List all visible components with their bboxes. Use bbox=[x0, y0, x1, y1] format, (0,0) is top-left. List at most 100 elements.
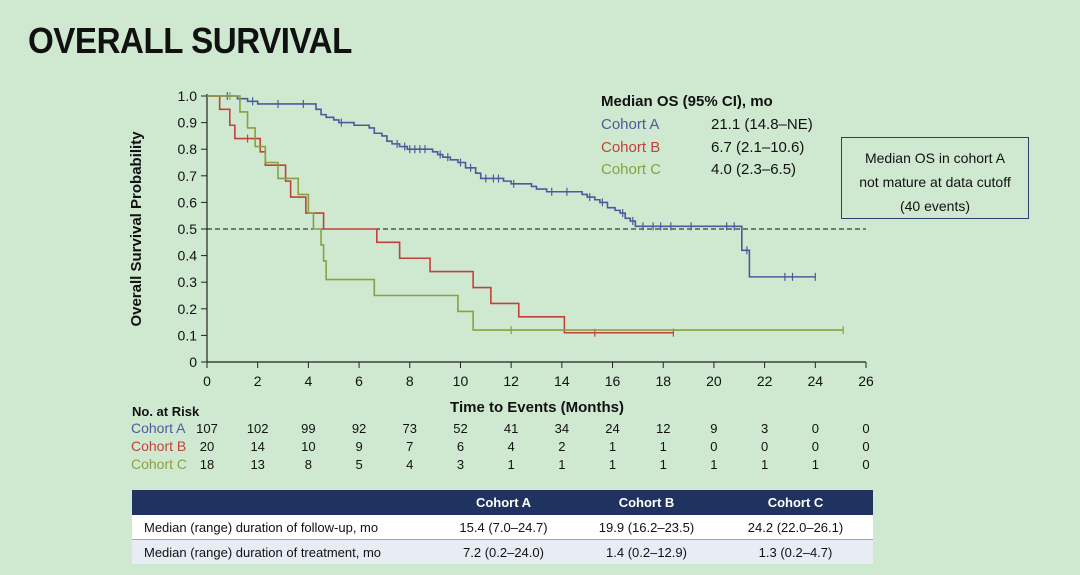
cell-cohort-b: 1.4 (0.2–12.9) bbox=[575, 539, 718, 564]
y-tick-label: 0.6 bbox=[178, 194, 198, 210]
legend-name-cohort-c: Cohort C bbox=[601, 161, 661, 178]
risk-value-cohort-b: 0 bbox=[761, 439, 768, 454]
km-chart: 00.10.20.30.40.50.60.70.80.91.00 2 4 6 8 10 12… bbox=[128, 88, 874, 472]
risk-value-cohort-a: 9 bbox=[710, 421, 717, 436]
risk-value-cohort-c: 1 bbox=[609, 457, 616, 472]
risk-value-cohort-a: 73 bbox=[403, 421, 417, 436]
y-tick-label: 0.1 bbox=[178, 327, 198, 343]
risk-value-cohort-c: 5 bbox=[355, 457, 362, 472]
risk-value-cohort-b: 20 bbox=[200, 439, 214, 454]
risk-value-cohort-b: 0 bbox=[862, 439, 869, 454]
y-tick-label: 0.3 bbox=[178, 274, 198, 290]
legend-title: Median OS (95% CI), mo bbox=[601, 93, 773, 110]
x-tick-label: 2 bbox=[254, 373, 262, 389]
risk-value-cohort-a: 41 bbox=[504, 421, 518, 436]
risk-value-cohort-a: 107 bbox=[196, 421, 218, 436]
row-label: Median (range) duration of treatment, mo bbox=[132, 539, 432, 564]
risk-value-cohort-b: 7 bbox=[406, 439, 413, 454]
legend-name-cohort-b: Cohort B bbox=[601, 139, 660, 156]
x-tick-label: 6 bbox=[355, 373, 363, 389]
risk-value-cohort-b: 0 bbox=[710, 439, 717, 454]
cell-cohort-c: 1.3 (0.2–4.7) bbox=[718, 539, 873, 564]
curve-cohort-a bbox=[207, 95, 816, 278]
risk-value-cohort-a: 52 bbox=[453, 421, 467, 436]
risk-value-cohort-c: 0 bbox=[862, 457, 869, 472]
x-tick-label: 22 bbox=[757, 373, 773, 389]
header-cohort-b: Cohort B bbox=[575, 490, 718, 515]
risk-table-title: No. at Risk bbox=[132, 404, 200, 419]
risk-value-cohort-a: 12 bbox=[656, 421, 670, 436]
legend-name-cohort-a: Cohort A bbox=[601, 116, 659, 133]
risk-value-cohort-a: 0 bbox=[862, 421, 869, 436]
y-tick-label: 0.8 bbox=[178, 141, 198, 157]
x-tick-label: 10 bbox=[453, 373, 469, 389]
risk-value-cohort-b: 14 bbox=[250, 439, 264, 454]
risk-value-cohort-b: 2 bbox=[558, 439, 565, 454]
x-tick-label: 18 bbox=[655, 373, 671, 389]
risk-value-cohort-b: 0 bbox=[812, 439, 819, 454]
risk-label-cohort-c: Cohort C bbox=[131, 456, 187, 472]
header-cohort-c: Cohort C bbox=[718, 490, 873, 515]
risk-value-cohort-a: 92 bbox=[352, 421, 366, 436]
cell-cohort-a: 15.4 (7.0–24.7) bbox=[432, 515, 575, 540]
risk-value-cohort-c: 1 bbox=[508, 457, 515, 472]
cell-cohort-c: 24.2 (22.0–26.1) bbox=[718, 515, 873, 540]
risk-value-cohort-a: 99 bbox=[301, 421, 315, 436]
risk-value-cohort-a: 24 bbox=[605, 421, 619, 436]
x-tick-label: 14 bbox=[554, 373, 570, 389]
y-tick-label: 0 bbox=[189, 354, 197, 370]
risk-value-cohort-c: 1 bbox=[710, 457, 717, 472]
risk-value-cohort-c: 4 bbox=[406, 457, 413, 472]
axis-labels: Overall Survival Probability Time to Eve… bbox=[128, 131, 624, 416]
risk-value-cohort-c: 18 bbox=[200, 457, 214, 472]
y-tick-label: 1.0 bbox=[178, 88, 198, 104]
header-cohort-a: Cohort A bbox=[432, 490, 575, 515]
risk-value-cohort-b: 1 bbox=[660, 439, 667, 454]
risk-value-cohort-c: 8 bbox=[305, 457, 312, 472]
chart-legend: Median OS (95% CI), mo Cohort A 21.1 (14… bbox=[601, 93, 813, 178]
risk-value-cohort-c: 1 bbox=[660, 457, 667, 472]
x-tick-label: 8 bbox=[406, 373, 414, 389]
table-row: Median (range) duration of treatment, mo… bbox=[132, 539, 873, 564]
y-tick-label: 0.2 bbox=[178, 301, 198, 317]
legend-value-cohort-c: 4.0 (2.3–6.5) bbox=[711, 161, 796, 178]
chart-axes: 00.10.20.30.40.50.60.70.80.91.00 2 4 6 8 10 12… bbox=[178, 88, 874, 389]
risk-value-cohort-a: 102 bbox=[247, 421, 269, 436]
x-tick-label: 0 bbox=[203, 373, 211, 389]
y-axis-label: Overall Survival Probability bbox=[128, 131, 145, 327]
x-tick-label: 20 bbox=[706, 373, 722, 389]
x-axis-label: Time to Events (Months) bbox=[450, 399, 624, 416]
risk-value-cohort-b: 6 bbox=[457, 439, 464, 454]
y-tick-label: 0.5 bbox=[178, 221, 198, 237]
note-line-3: (40 events) bbox=[899, 198, 971, 214]
y-tick-label: 0.7 bbox=[178, 168, 198, 184]
risk-value-cohort-a: 0 bbox=[812, 421, 819, 436]
risk-label-cohort-a: Cohort A bbox=[131, 420, 186, 436]
row-label: Median (range) duration of follow-up, mo bbox=[132, 515, 432, 540]
risk-values: 107 102 99 92 73 52 41 34 24 12 9 3 0 020 14 10 9 7 6 4 2 1 1 0… bbox=[196, 421, 869, 472]
x-tick-label: 24 bbox=[808, 373, 824, 389]
risk-value-cohort-b: 4 bbox=[508, 439, 515, 454]
risk-value-cohort-b: 10 bbox=[301, 439, 315, 454]
summary-table: Cohort A Cohort B Cohort C Median (range… bbox=[132, 490, 873, 564]
note-line-1: Median OS in cohort A bbox=[864, 150, 1006, 166]
cell-cohort-a: 7.2 (0.2–24.0) bbox=[432, 539, 575, 564]
risk-value-cohort-c: 3 bbox=[457, 457, 464, 472]
curve-cohort-b bbox=[207, 95, 674, 334]
risk-value-cohort-c: 1 bbox=[761, 457, 768, 472]
legend-value-cohort-b: 6.7 (2.1–10.6) bbox=[711, 139, 804, 156]
risk-value-cohort-b: 9 bbox=[355, 439, 362, 454]
survival-curves bbox=[207, 92, 844, 337]
page-title: OVERALL SURVIVAL bbox=[28, 20, 352, 61]
y-tick-label: 0.9 bbox=[178, 115, 198, 131]
table-row: Median (range) duration of follow-up, mo… bbox=[132, 515, 873, 540]
summary-table-header: Cohort A Cohort B Cohort C bbox=[132, 490, 873, 515]
y-tick-label: 0.4 bbox=[178, 248, 198, 264]
risk-value-cohort-c: 1 bbox=[558, 457, 565, 472]
risk-label-cohort-b: Cohort B bbox=[131, 438, 186, 454]
cell-cohort-b: 19.9 (16.2–23.5) bbox=[575, 515, 718, 540]
header-empty bbox=[132, 490, 432, 515]
x-tick-label: 4 bbox=[304, 373, 312, 389]
risk-value-cohort-a: 34 bbox=[555, 421, 569, 436]
x-tick-label: 16 bbox=[605, 373, 621, 389]
